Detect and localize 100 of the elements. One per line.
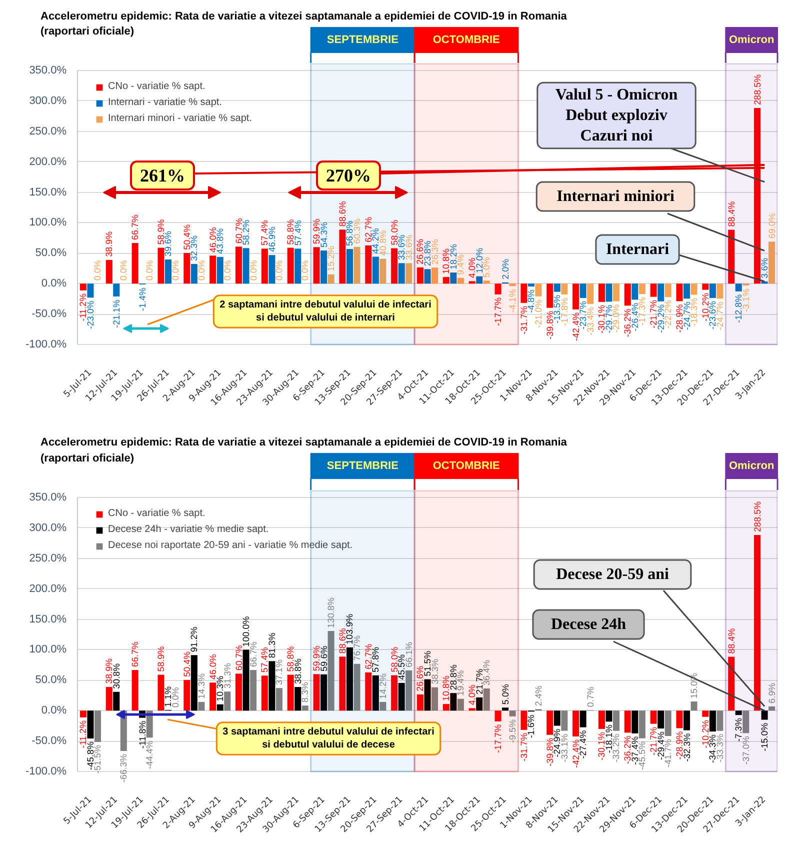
bar (520, 284, 528, 303)
bar (424, 679, 431, 711)
annotation: 3 saptamani intre debutul valului de infectari si debutul valului de decese (222, 726, 435, 751)
bar (528, 284, 534, 287)
y-tick-label: 50.0% (35, 247, 67, 260)
y-tick-label: -100.0% (26, 338, 67, 350)
bar (650, 284, 657, 297)
data-label: 23.8% (422, 240, 432, 266)
bar (431, 268, 438, 284)
data-label: 38.3% (430, 658, 440, 684)
bar (380, 702, 386, 711)
bar (494, 710, 502, 722)
y-tick-label: 350.0% (29, 64, 67, 76)
bar (520, 710, 528, 730)
annotation: Decese 20-59 ani (556, 566, 670, 583)
bar (457, 278, 464, 284)
bar (242, 650, 250, 711)
bar (702, 284, 709, 290)
bar (268, 661, 276, 711)
bar (535, 284, 542, 296)
data-label: 0.0% (92, 260, 103, 281)
chart-title: Accelerometru epidemic: Rata de variatie a vitezei saptamanale a epidemiei de COVID-19 in Romania (40, 10, 568, 22)
bar (224, 692, 231, 711)
data-label: -41.7% (663, 738, 674, 768)
legend-label: Decese noi raportate 20-59 ani - variatie % medie sapt. (108, 540, 353, 551)
data-label: 14.2% (378, 673, 388, 699)
data-label: 14.3% (196, 673, 206, 699)
bar (210, 256, 216, 284)
bar (287, 248, 294, 284)
bar (242, 248, 250, 284)
bar (365, 672, 372, 711)
band-label: Omicron (728, 34, 774, 46)
bar (158, 248, 164, 284)
y-tick-label: 100.0% (29, 644, 67, 656)
data-label: 58.0% (389, 646, 400, 672)
data-label: 15.0% (689, 672, 700, 698)
bar (106, 686, 112, 711)
data-label: 3.6% (760, 258, 770, 278)
bar (561, 284, 568, 294)
data-label: -10.2% (700, 720, 710, 748)
data-label: 58.0% (389, 220, 400, 246)
bar (509, 710, 516, 716)
bar (554, 710, 560, 726)
data-label: 58.2% (241, 220, 252, 246)
data-label: 2.4% (533, 686, 544, 706)
data-label: -22.2% (663, 300, 674, 329)
band-label: OCTOMBRIE (432, 34, 500, 46)
bar (372, 256, 379, 284)
band-label: SEPTEMBRIE (326, 460, 398, 472)
data-label: -9.5% (508, 719, 518, 743)
bar (346, 249, 353, 284)
data-label: -18.3% (689, 298, 700, 326)
bar (632, 710, 638, 734)
bar (612, 284, 620, 302)
data-label: 15.2% (326, 246, 336, 272)
legend-label: Internari - variatie % sapt. (108, 97, 222, 108)
bar (676, 710, 683, 728)
band-label: SEPTEMBRIE (326, 34, 398, 46)
bar (702, 710, 709, 717)
data-label: 50.4% (182, 651, 192, 677)
data-label: 19.4% (456, 670, 466, 696)
data-label: 36.4% (482, 660, 492, 686)
bar (164, 260, 172, 284)
bar (598, 710, 605, 729)
y-tick-label: 50.0% (35, 674, 67, 686)
band-label: OCTOMBRIE (432, 460, 500, 472)
bar (184, 252, 190, 284)
bar (313, 247, 320, 284)
y-tick-label: 150.0% (29, 186, 67, 198)
data-label: 5.0% (482, 257, 492, 278)
y-tick-label: 200.0% (29, 156, 67, 168)
data-label: 0.0% (196, 260, 206, 281)
bar (728, 230, 735, 284)
annotation: Valul 5 - Omicron Debut exploziv Cazuri noi (555, 86, 678, 144)
data-label: 0.0% (222, 260, 232, 281)
bar (416, 694, 424, 711)
bar (190, 264, 198, 284)
bar (158, 674, 164, 711)
data-label: -11.8% (137, 720, 148, 749)
data-label: 288.5% (752, 74, 762, 105)
bar (442, 277, 450, 284)
bar (354, 246, 360, 284)
bar (580, 710, 586, 728)
bar (676, 284, 683, 302)
data-label: -15.0% (760, 722, 770, 752)
bar (476, 697, 483, 711)
bar (546, 284, 554, 308)
bar (768, 706, 776, 711)
bar (572, 284, 580, 310)
bar (683, 284, 690, 299)
data-label: -45.5% (637, 741, 648, 770)
bar (268, 255, 276, 284)
bar (320, 250, 328, 284)
bar (210, 682, 216, 711)
data-label: 1.1% (163, 686, 174, 707)
data-label: -27.4% (578, 730, 588, 759)
bar (113, 284, 120, 296)
bar (598, 284, 605, 302)
bar (728, 656, 735, 711)
bar (424, 269, 431, 284)
